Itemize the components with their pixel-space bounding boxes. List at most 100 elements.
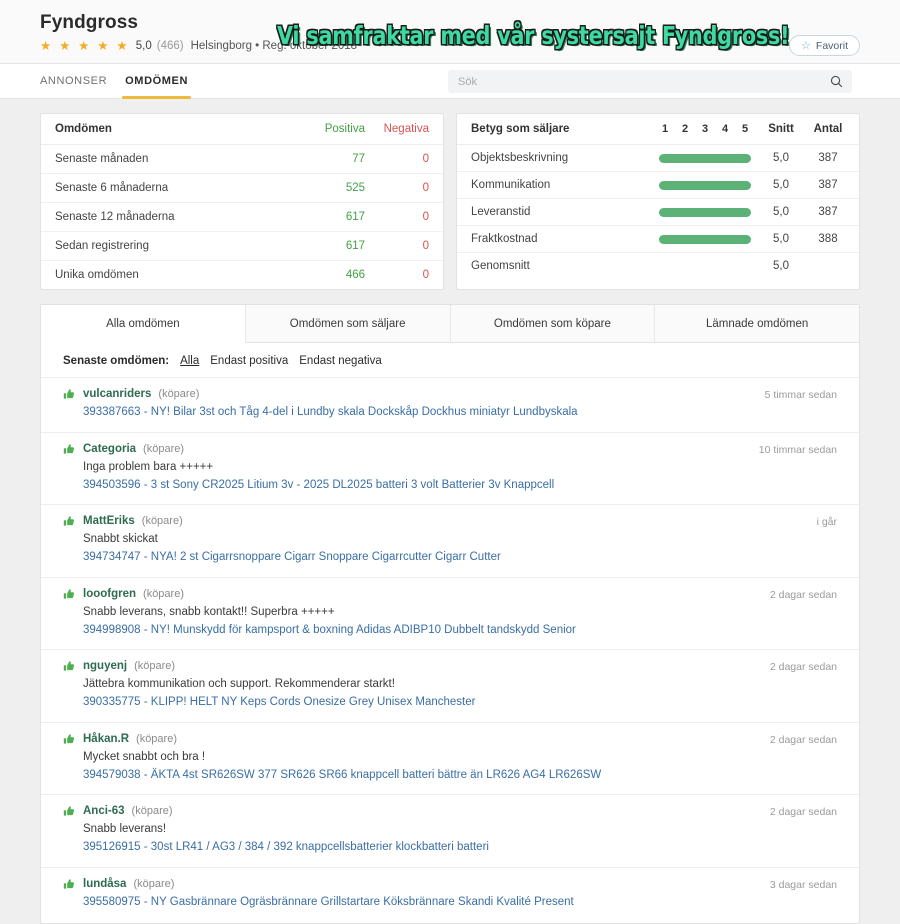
review-item-link[interactable]: 394734747 - NYA! 2 st Cigarrsnoppare Cig… (83, 551, 501, 564)
shop-header: Fyndgross ★ ★ ★ ★ ★ 5,0 (466) Helsingbor… (0, 0, 900, 64)
search-icon[interactable] (830, 75, 843, 88)
review-comment: Snabb leverans! (83, 823, 167, 836)
row-average: 5,0 (755, 144, 807, 172)
row-positive: 617 (287, 202, 365, 232)
review-username[interactable]: nguyenj (83, 660, 128, 673)
reviews-stats-card: Omdömen Positiva Negativa Senaste månade… (40, 113, 444, 290)
review-username[interactable]: Categoria (83, 442, 137, 455)
review-username[interactable]: vulcanriders (83, 388, 152, 400)
seller-ratings-body: Objektsbeskrivning 5,0 387 Kommunikation (457, 144, 859, 280)
review-header: Håkan.R (köpare) (63, 733, 837, 745)
row-label: Kommunikation (457, 171, 655, 199)
review-role: (köpare) (143, 587, 184, 600)
shop-meta: ★ ★ ★ ★ ★ 5,0 (466) Helsingborg • Reg. o… (40, 38, 357, 53)
row-negative: 0 (422, 269, 429, 281)
review-role: (köpare) (143, 442, 185, 455)
rating-bar-track (659, 234, 751, 244)
review-username[interactable]: MattEriks (83, 515, 135, 528)
filter-endast-negativa[interactable]: Endast negativa (299, 355, 382, 367)
review-header: looofgren (köpare) (63, 588, 837, 600)
filter-alla[interactable]: Alla (180, 355, 200, 367)
favorite-button-label: Favorit (815, 39, 848, 52)
review-username[interactable]: lundåsa (83, 877, 127, 890)
review-role: (köpare) (136, 732, 177, 745)
review-header: Anci-63 (köpare) (63, 805, 837, 817)
rating-bar-fill (659, 234, 751, 244)
thumbs-up-icon (63, 443, 75, 455)
review-comment: Jättebra kommunikation och support. Reko… (83, 678, 395, 691)
col-scale-5: 5 (735, 114, 755, 145)
star-outline-icon: ☆ (801, 40, 811, 52)
favorite-button[interactable]: ☆ Favorit (789, 35, 860, 56)
reviews-list: vulcanriders (köpare) 5 timmar sedan 393387… (41, 377, 859, 921)
main-nav: ANNONSER OMDÖMEN (0, 64, 900, 99)
review-item-link[interactable]: 394998908 - NY! Munskydd för kampsport &… (83, 623, 576, 636)
review-item-link[interactable]: 390335775 - KLIPP! HELT NY Keps Cords On… (83, 696, 476, 709)
row-label: Objektsbeskrivning (457, 144, 655, 172)
summary-bar-cell (655, 253, 755, 280)
thumbs-up-icon (63, 733, 75, 745)
summary-cards: Omdömen Positiva Negativa Senaste månade… (40, 113, 860, 290)
review-timestamp: 10 timmar sedan (758, 443, 837, 456)
table-row: Fraktkostnad 5,0 388 (457, 225, 859, 253)
row-count: 387 (807, 144, 859, 172)
row-negative: 0 (365, 144, 443, 174)
row-label: Unika omdömen (55, 269, 139, 281)
row-count: 388 (807, 225, 859, 253)
review-tabs: Alla omdömen Omdömen som säljare Omdömen… (40, 304, 860, 343)
rating-bar-track (659, 207, 751, 217)
reviews-stats-body: Senaste månaden 77 0 Senaste 6 månaderna… (41, 144, 443, 290)
tab-omdomen[interactable]: OMDÖMEN (122, 64, 191, 99)
review-item: Categoria (köpare) 10 timmar sedan Inga pro… (41, 431, 859, 505)
review-item-link[interactable]: 394503596 - 3 st Sony CR2025 Litium 3v -… (83, 478, 555, 491)
page-content: Omdömen Positiva Negativa Senaste månade… (0, 99, 900, 924)
rating-bar-track (659, 180, 751, 190)
review-item-link[interactable]: 393387663 - NY! Bilar 3st och Tåg 4-del … (83, 406, 578, 418)
row-negative: 0 (365, 173, 443, 203)
review-role: (köpare) (134, 660, 176, 673)
seller-ratings-table: Betyg som säljare 1 2 3 4 5 Snitt Antal … (457, 114, 859, 279)
tab-annonser[interactable]: ANNONSER (40, 75, 108, 87)
reviews-stats-table: Omdömen Positiva Negativa Senaste månade… (41, 114, 443, 289)
review-comment: Snabb leverans, snabb kontakt!! Superbra… (83, 605, 335, 618)
row-positive: 466 (345, 269, 365, 281)
filter-endast-positiva[interactable]: Endast positiva (210, 355, 289, 367)
search-input[interactable] (448, 75, 830, 88)
review-item-link[interactable]: 395580975 - NY Gasbrännare Ogräsbrännare… (83, 895, 574, 908)
table-row: Senaste 6 månaderna 525 0 (41, 173, 443, 203)
table-row-summary: Genomsnitt 5,0 (457, 253, 859, 280)
tab-omdomen-som-saljare[interactable]: Omdömen som säljare (245, 305, 451, 343)
search-box[interactable] (448, 70, 852, 93)
col-scale-4: 4 (715, 114, 735, 145)
review-username[interactable]: Håkan.R (83, 732, 130, 745)
reviews-list-container: Senaste omdömen: Alla Endast positiva En… (40, 343, 860, 924)
row-positive: 77 (287, 144, 365, 174)
tab-alla-omdomen[interactable]: Alla omdömen (41, 305, 246, 343)
rating-bar-cell (655, 144, 755, 172)
table-header-row: Omdömen Positiva Negativa (41, 114, 443, 145)
table-row: Leveranstid 5,0 387 (457, 198, 859, 226)
review-username[interactable]: looofgren (83, 587, 137, 600)
row-label: Senaste 6 månaderna (41, 173, 287, 203)
row-count: 387 (807, 171, 859, 199)
filter-label: Senaste omdömen: (63, 355, 170, 367)
thumbs-up-icon (63, 515, 75, 527)
rating-bar-cell (655, 171, 755, 199)
rating-bar-cell (655, 225, 755, 253)
col-snitt: Snitt (755, 114, 807, 145)
table-row: Objektsbeskrivning 5,0 387 (457, 144, 859, 172)
review-item: Håkan.R (köpare) 2 dagar sedan Mycket snabb… (41, 721, 859, 795)
review-item-link[interactable]: 394579038 - ÄKTA 4st SR626SW 377 SR626 S… (83, 768, 602, 781)
review-username[interactable]: Anci-63 (83, 805, 125, 818)
table-row: Unika omdömen 466 0 (41, 261, 443, 290)
review-timestamp: 2 dagar sedan (769, 661, 837, 674)
col-scale-2: 2 (675, 114, 695, 145)
review-timestamp: 5 timmar sedan (764, 389, 837, 401)
review-item: Anci-63 (köpare) 2 dagar sedan Snabb levera… (41, 794, 859, 867)
thumbs-up-icon (63, 388, 75, 400)
tab-omdomen-som-kopare[interactable]: Omdömen som köpare (450, 305, 656, 343)
review-header: nguyenj (köpare) (63, 660, 837, 672)
col-positiva: Positiva (287, 114, 365, 145)
review-item-link[interactable]: 395126915 - 30st LR41 / AG3 / 384 / 392 … (83, 841, 489, 854)
tab-lamnade-omdomen[interactable]: Lämnade omdömen (655, 305, 859, 343)
